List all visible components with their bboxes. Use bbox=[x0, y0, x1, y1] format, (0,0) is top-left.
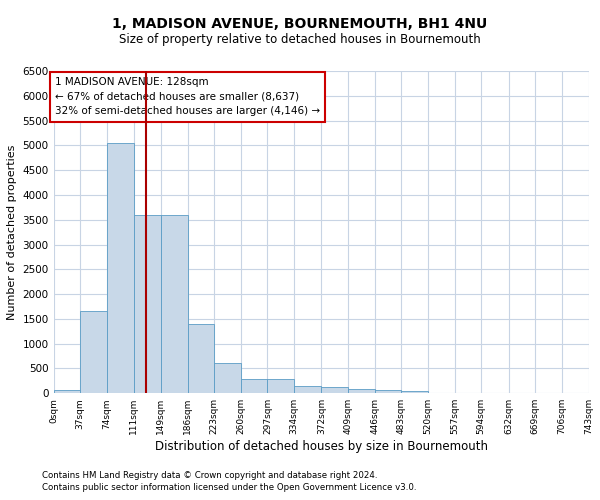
Bar bbox=[161, 214, 188, 394]
Text: Contains HM Land Registry data © Crown copyright and database right 2024.: Contains HM Land Registry data © Crown c… bbox=[42, 471, 377, 480]
Y-axis label: Number of detached properties: Number of detached properties bbox=[7, 144, 17, 320]
X-axis label: Distribution of detached houses by size in Bournemouth: Distribution of detached houses by size … bbox=[155, 440, 488, 453]
Bar bbox=[107, 143, 134, 394]
Bar bbox=[375, 390, 401, 394]
Bar bbox=[241, 379, 268, 394]
Bar bbox=[188, 324, 214, 394]
Bar bbox=[322, 388, 348, 394]
Text: 1 MADISON AVENUE: 128sqm
← 67% of detached houses are smaller (8,637)
32% of sem: 1 MADISON AVENUE: 128sqm ← 67% of detach… bbox=[55, 77, 320, 116]
Bar bbox=[348, 389, 375, 394]
Bar bbox=[294, 386, 322, 394]
Bar bbox=[134, 214, 161, 394]
Bar bbox=[401, 391, 428, 394]
Bar bbox=[214, 362, 241, 394]
Text: Contains public sector information licensed under the Open Government Licence v3: Contains public sector information licen… bbox=[42, 484, 416, 492]
Bar bbox=[268, 380, 294, 394]
Bar bbox=[80, 312, 107, 394]
Text: Size of property relative to detached houses in Bournemouth: Size of property relative to detached ho… bbox=[119, 32, 481, 46]
Bar bbox=[53, 390, 80, 394]
Text: 1, MADISON AVENUE, BOURNEMOUTH, BH1 4NU: 1, MADISON AVENUE, BOURNEMOUTH, BH1 4NU bbox=[112, 18, 488, 32]
